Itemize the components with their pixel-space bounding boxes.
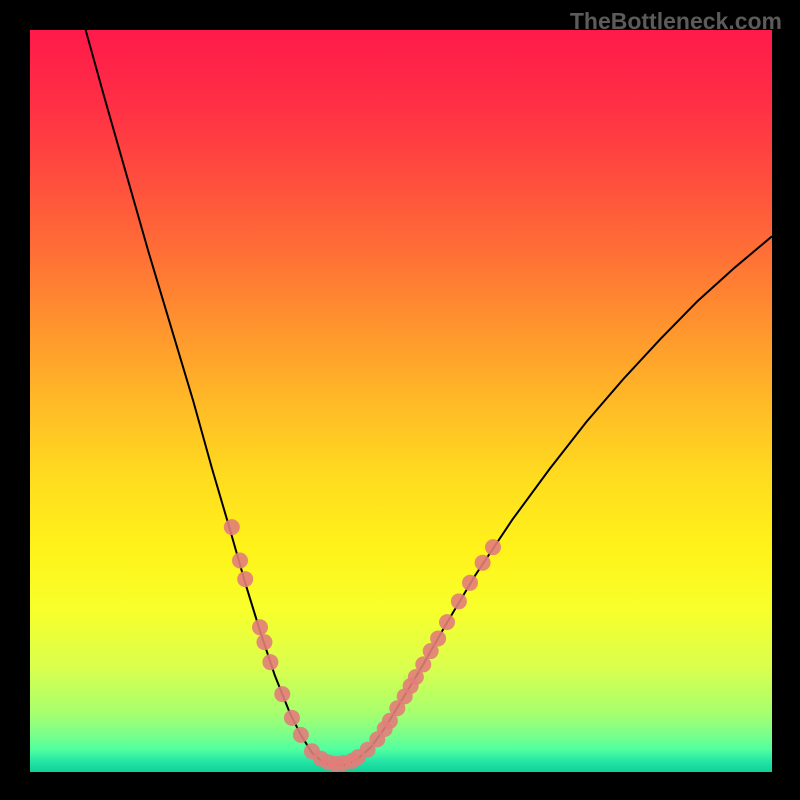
data-marker (462, 575, 478, 591)
data-marker (439, 614, 455, 630)
data-marker (475, 555, 491, 571)
data-marker (293, 727, 309, 743)
data-marker (274, 686, 290, 702)
bottleneck-chart (30, 30, 772, 772)
data-marker (451, 593, 467, 609)
data-marker (237, 571, 253, 587)
data-marker (430, 630, 446, 646)
chart-background (30, 30, 772, 772)
data-marker (224, 519, 240, 535)
data-marker (262, 654, 278, 670)
data-marker (232, 553, 248, 569)
data-marker (252, 619, 268, 635)
data-marker (256, 634, 272, 650)
data-marker (485, 539, 501, 555)
data-marker (284, 710, 300, 726)
